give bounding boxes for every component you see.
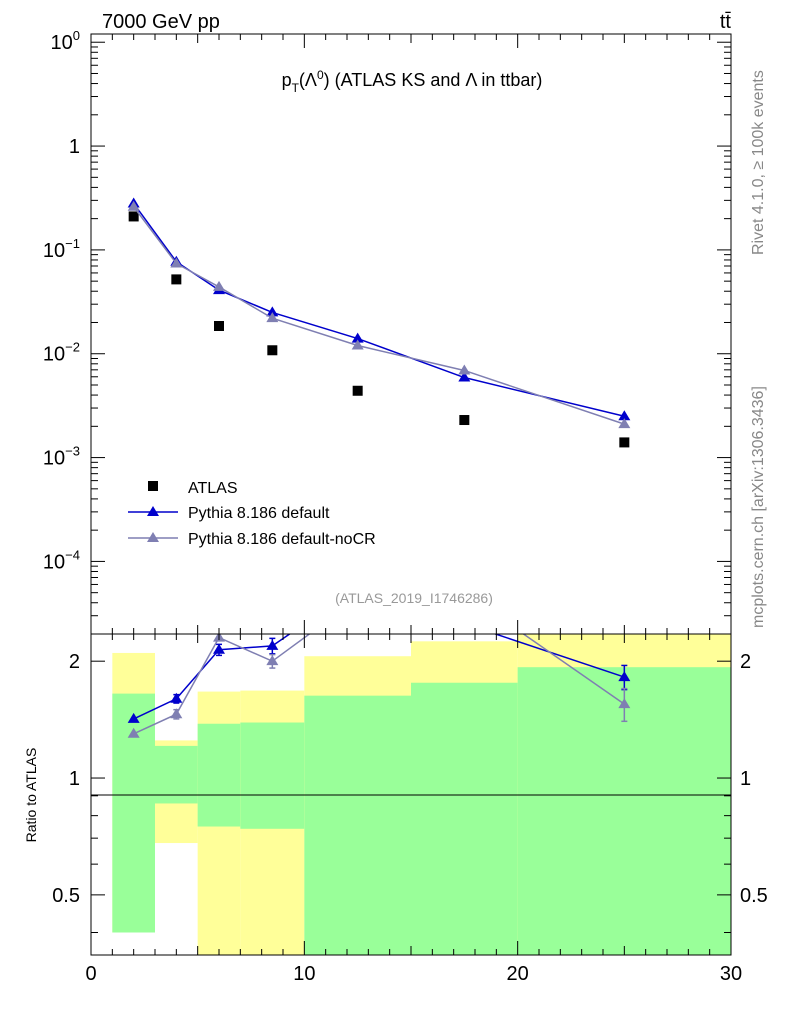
- default-ratio-point: [213, 643, 225, 654]
- ratio-band-inner: [411, 682, 518, 955]
- atlas-data-point: [171, 274, 182, 285]
- ratio-band-inner: [304, 695, 411, 955]
- chart-title: pT(Λ0) (ATLAS KS and Λ in ttbar): [282, 68, 543, 95]
- chart-title-sup: 0: [317, 68, 324, 82]
- default-ratio-point: [170, 692, 183, 703]
- ratio-band-inner: [155, 745, 198, 804]
- default-point: [351, 332, 364, 343]
- energy-label: 7000 GeV pp: [102, 11, 220, 33]
- chart-title-sub: T: [292, 81, 300, 95]
- upper-series: [127, 197, 631, 448]
- nocr-ratio-point: [266, 655, 279, 666]
- upper-y-tick-base: 10: [43, 344, 65, 366]
- nocr-point: [458, 364, 471, 375]
- upper-y-tick-label: 10−2: [43, 340, 80, 366]
- default-ratio-point: [127, 712, 140, 723]
- upper-y-tick-exponent: 0: [73, 28, 80, 43]
- mcplots-reference-label: mcplots.cern.ch [arXiv:1306.3436]: [750, 386, 767, 628]
- nocr-point: [351, 339, 364, 350]
- default-point: [618, 410, 631, 421]
- ratio-y-tick-label-right: 2: [740, 651, 751, 673]
- nocr-point: [266, 312, 279, 323]
- legend-marker-default: [147, 506, 159, 516]
- legend-label-nocr: Pythia 8.186 default-noCR: [188, 531, 376, 548]
- default-line: [133, 203, 625, 417]
- x-axis: 0 10 20 30: [85, 34, 742, 985]
- upper-y-tick-label: 1: [69, 136, 80, 158]
- ratio-axis-label: Ratio to ATLAS: [23, 748, 39, 843]
- ratio-panel: 2 21 10.5 0.5 0 10 20 30 Ratio to ATLAS: [23, 34, 768, 985]
- upper-y-tick-exponent: −1: [65, 236, 80, 251]
- default-point: [266, 306, 279, 317]
- upper-y-tick-label: 10−1: [43, 236, 80, 262]
- nocr-point: [618, 418, 631, 429]
- upper-y-tick-base: 10: [43, 240, 65, 262]
- chart-title-rest: ) (ATLAS KS and Λ in ttbar): [324, 70, 543, 90]
- upper-y-tick-label: 10−4: [43, 547, 80, 573]
- atlas-data-point: [267, 345, 278, 356]
- ratio-band-inner: [240, 722, 305, 829]
- legend: ATLAS Pythia 8.186 default Pythia 8.186 …: [128, 480, 376, 548]
- ratio-y-tick-label-right: 0.5: [740, 885, 768, 907]
- chart-title-lambda: (Λ: [299, 70, 317, 90]
- upper-y-tick-base: 10: [43, 551, 65, 573]
- ratio-y-tick-label-left: 1: [69, 768, 80, 790]
- main-panel-frame: [90, 33, 732, 635]
- ratio-y-tick-label-right: 1: [740, 768, 751, 790]
- ratio-series: [127, 618, 631, 738]
- upper-y-tick-label: 100: [51, 28, 80, 54]
- ratio-y-axis: 2 2 1 1 0.5 0.5: [52, 651, 768, 933]
- upper-y-tick-base: 10: [43, 448, 65, 470]
- upper-y-tick-exponent: −2: [65, 340, 80, 355]
- nocr-ratio-point: [127, 727, 140, 738]
- chart-title-p: p: [282, 70, 292, 90]
- process-label: tt̄: [720, 11, 732, 33]
- ratio-y-tick-label-left: 0.5: [52, 885, 80, 907]
- uncertainty-bands: [112, 634, 731, 955]
- legend-marker-atlas: [148, 481, 158, 491]
- nocr-line: [133, 206, 625, 425]
- nocr-point: [127, 200, 140, 211]
- x-tick-label: 10: [293, 963, 315, 985]
- default-ratio-point: [458, 618, 470, 628]
- ratio-series-group: [127, 618, 631, 738]
- legend-label-atlas: ATLAS: [188, 480, 238, 497]
- nocr-point: [213, 280, 225, 291]
- upper-y-tick-base: 1: [69, 136, 80, 158]
- main-panel: pT(Λ0) (ATLAS KS and Λ in ttbar) (ATLAS_…: [43, 28, 732, 635]
- ratio-y-tick-label-left: 2: [69, 651, 80, 673]
- atlas-data-point: [352, 385, 363, 396]
- default-ratio-point: [266, 639, 279, 650]
- atlas-data-point: [459, 415, 470, 426]
- upper-y-tick-exponent: −4: [65, 547, 80, 562]
- x-tick-label: 30: [720, 963, 742, 985]
- x-tick-label: 0: [85, 963, 96, 985]
- atlas-data-point: [214, 320, 224, 331]
- default-point: [458, 371, 471, 382]
- x-tick-label: 20: [507, 963, 529, 985]
- atlas-data-point: [128, 211, 139, 222]
- nocr-point: [170, 257, 183, 268]
- atlas-data-point: [619, 437, 630, 448]
- ratio-band-inner: [197, 723, 241, 827]
- nocr-ratio-point: [170, 708, 183, 719]
- legend-label-default: Pythia 8.186 default: [188, 505, 330, 522]
- legend-marker-nocr: [147, 532, 159, 542]
- upper-y-tick-base: 10: [51, 32, 73, 54]
- upper-y-tick-exponent: −3: [65, 444, 80, 459]
- rivet-version-label: Rivet 4.1.0, ≥ 100k events: [750, 70, 767, 255]
- analysis-watermark: (ATLAS_2019_I1746286): [335, 590, 493, 606]
- upper-y-tick-label: 10−3: [43, 444, 80, 470]
- default-ratio-point: [618, 671, 631, 682]
- nocr-ratio-point: [618, 698, 631, 709]
